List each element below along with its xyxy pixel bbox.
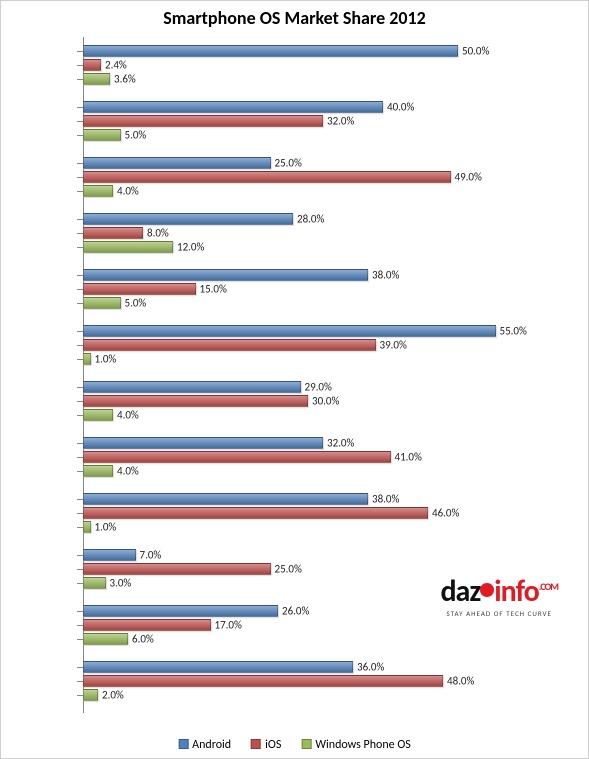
bar-ios — [83, 115, 323, 127]
logo-tagline: STAY AHEAD OF TECH CURVE — [440, 609, 558, 618]
legend-label: Android — [192, 738, 231, 752]
legend-swatch — [301, 739, 311, 749]
bar-android — [83, 493, 368, 505]
bar-value-label: 36.0% — [357, 661, 384, 674]
bar-windows-phone-os — [83, 465, 113, 477]
bar-value-label: 6.0% — [132, 633, 154, 646]
bar-ios — [83, 339, 376, 351]
bar-value-label: 25.0% — [275, 563, 302, 576]
bar-value-label: 38.0% — [372, 269, 399, 282]
bar-value-label: 29.0% — [305, 381, 332, 394]
bar-android — [83, 45, 458, 57]
bar-value-label: 46.0% — [432, 507, 459, 520]
bar-value-label: 3.0% — [110, 577, 132, 590]
bar-android — [83, 157, 271, 169]
logo-burst-icon — [480, 583, 494, 597]
bar-android — [83, 605, 278, 617]
bar-windows-phone-os — [83, 241, 173, 253]
bar-value-label: 5.0% — [125, 297, 147, 310]
bar-windows-phone-os — [83, 633, 128, 645]
bar-ios — [83, 451, 391, 463]
legend-swatch — [251, 739, 261, 749]
bar-value-label: 15.0% — [200, 283, 227, 296]
chart-container: Smartphone OS Market Share 2012 India50.… — [0, 0, 589, 759]
bar-ios — [83, 59, 101, 71]
bar-value-label: 55.0% — [500, 325, 527, 338]
logo-text: dazinfo.COM — [440, 577, 558, 607]
bar-value-label: 50.0% — [462, 45, 489, 58]
bar-windows-phone-os — [83, 129, 121, 141]
bar-ios — [83, 395, 308, 407]
legend-item: Windows Phone OS — [301, 738, 410, 752]
bar-android — [83, 437, 323, 449]
logo-post: info — [494, 573, 538, 610]
bar-value-label: 48.0% — [447, 675, 474, 688]
bar-windows-phone-os — [83, 689, 98, 701]
bar-value-label: 1.0% — [95, 521, 117, 534]
bar-android — [83, 101, 383, 113]
bar-value-label: 41.0% — [395, 451, 422, 464]
bar-android — [83, 325, 496, 337]
bar-windows-phone-os — [83, 577, 106, 589]
legend: Android iOS Windows Phone OS — [178, 738, 411, 752]
bar-value-label: 3.6% — [114, 73, 136, 86]
bar-value-label: 1.0% — [95, 353, 117, 366]
logo-tld: .COM — [539, 580, 558, 593]
bar-windows-phone-os — [83, 353, 91, 365]
bar-value-label: 2.4% — [105, 59, 127, 72]
bar-ios — [83, 507, 428, 519]
legend-item: Android — [178, 738, 231, 752]
bar-value-label: 2.0% — [102, 689, 124, 702]
bar-value-label: 4.0% — [117, 409, 139, 422]
bar-value-label: 28.0% — [297, 213, 324, 226]
bar-windows-phone-os — [83, 521, 91, 533]
bar-windows-phone-os — [83, 409, 113, 421]
bar-ios — [83, 283, 196, 295]
legend-swatch — [178, 739, 188, 749]
bar-value-label: 32.0% — [327, 115, 354, 128]
bar-ios — [83, 563, 271, 575]
source-logo: dazinfo.COM STAY AHEAD OF TECH CURVE — [440, 577, 558, 618]
bar-android — [83, 661, 353, 673]
legend-label: Windows Phone OS — [315, 738, 410, 752]
bar-value-label: 5.0% — [125, 129, 147, 142]
bar-value-label: 40.0% — [387, 101, 414, 114]
bar-value-label: 25.0% — [275, 157, 302, 170]
bar-value-label: 4.0% — [117, 185, 139, 198]
bar-ios — [83, 619, 211, 631]
bar-android — [83, 381, 301, 393]
bar-value-label: 32.0% — [327, 437, 354, 450]
bar-android — [83, 549, 136, 561]
legend-item: iOS — [251, 738, 281, 752]
bar-value-label: 26.0% — [282, 605, 309, 618]
legend-label: iOS — [265, 738, 281, 752]
bar-value-label: 8.0% — [147, 227, 169, 240]
logo-pre: daz — [440, 573, 480, 610]
bar-ios — [83, 227, 143, 239]
bar-value-label: 38.0% — [372, 493, 399, 506]
bar-android — [83, 269, 368, 281]
bar-android — [83, 213, 293, 225]
bar-value-label: 17.0% — [215, 619, 242, 632]
bar-value-label: 7.0% — [140, 549, 162, 562]
bar-windows-phone-os — [83, 73, 110, 85]
bar-value-label: 39.0% — [380, 339, 407, 352]
bar-ios — [83, 171, 451, 183]
bar-value-label: 4.0% — [117, 465, 139, 478]
bar-ios — [83, 675, 443, 687]
bar-windows-phone-os — [83, 185, 113, 197]
bar-windows-phone-os — [83, 297, 121, 309]
chart-title: Smartphone OS Market Share 2012 — [1, 1, 588, 31]
bar-value-label: 49.0% — [455, 171, 482, 184]
bar-value-label: 12.0% — [177, 241, 204, 254]
bar-value-label: 30.0% — [312, 395, 339, 408]
